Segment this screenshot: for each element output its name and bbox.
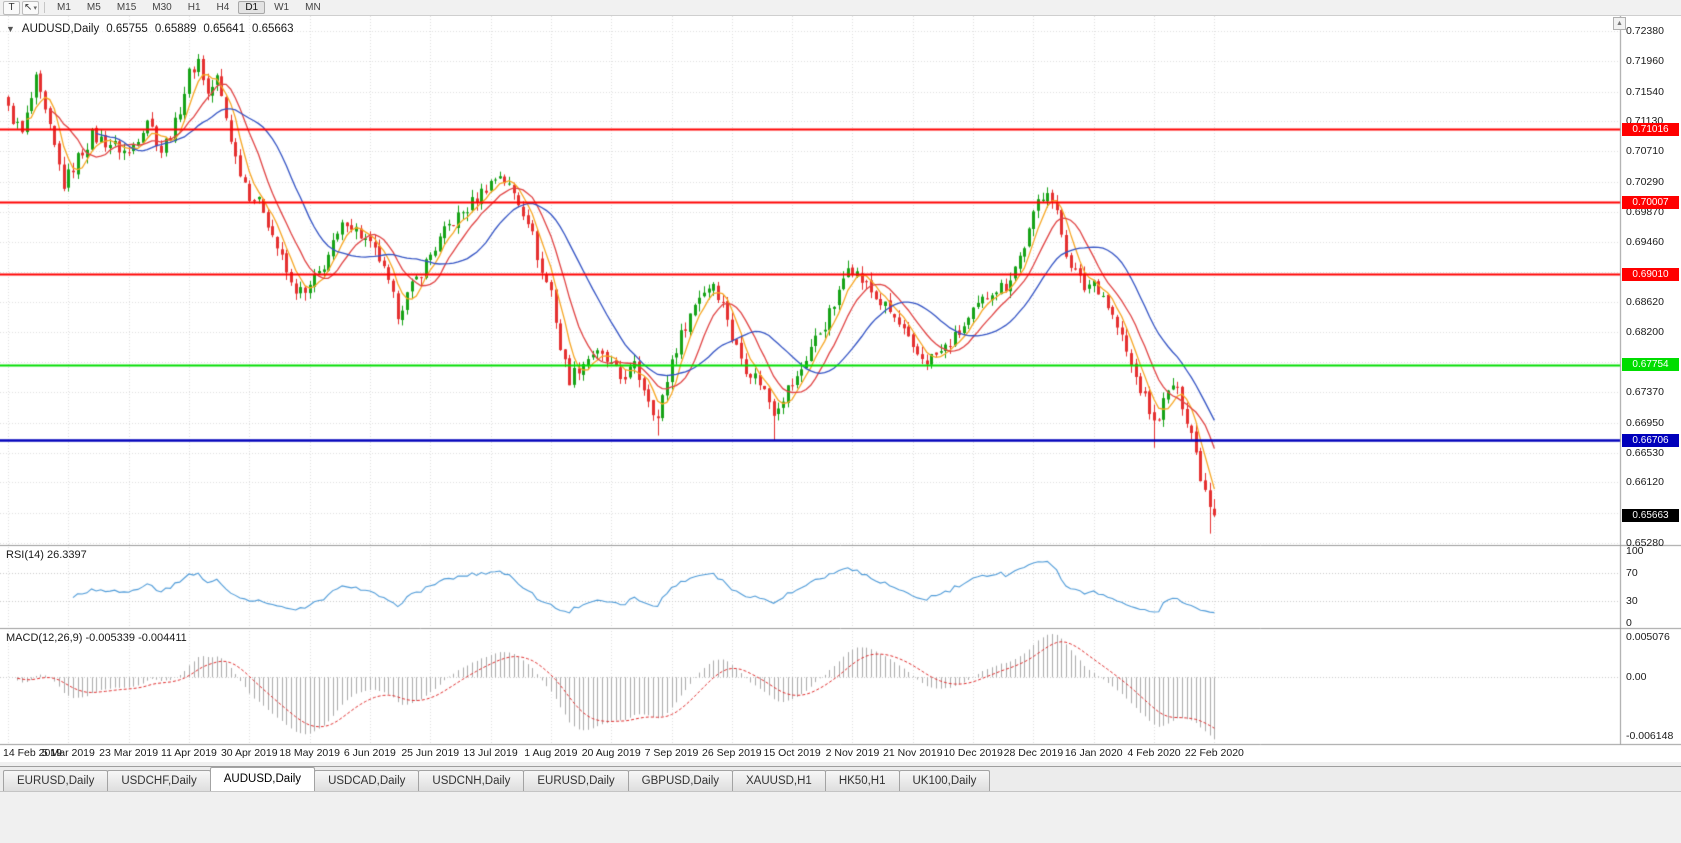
hline-price-badge: 0.70007 — [1622, 196, 1679, 209]
price-axis-label: 0.68200 — [1626, 326, 1664, 339]
rsi-indicator-label: RSI(14) 26.3397 — [6, 549, 87, 561]
timeframe-button-d1[interactable]: D1 — [238, 1, 266, 14]
date-axis-label: 15 Oct 2019 — [763, 747, 821, 759]
scroll-up-button[interactable]: ▲ — [1613, 17, 1626, 30]
date-axis-label: 18 May 2019 — [279, 747, 340, 759]
hline-price-badge: 0.71016 — [1622, 123, 1679, 136]
price-axis-label: 0.70710 — [1626, 145, 1664, 158]
toolbar-separator — [44, 2, 45, 13]
price-axis-label: 0.71540 — [1626, 85, 1664, 98]
price-axis-label: 0.72380 — [1626, 25, 1664, 37]
cursor-tool-button[interactable]: ↖ ▾ — [22, 0, 39, 15]
date-axis-label: 5 Mar 2019 — [41, 747, 95, 759]
cursor-icon: ↖ — [24, 2, 33, 13]
timeframe-button-mn[interactable]: MN — [305, 2, 321, 13]
chart-tab-bar: EURUSD,Daily USDCHF,Daily AUDUSD,Daily USDC… — [0, 766, 1681, 792]
current-price-badge: 0.65663 — [1622, 509, 1679, 522]
timeframe-button-m1[interactable]: M1 — [57, 2, 71, 13]
timeframe-button-m30[interactable]: M30 — [152, 2, 172, 13]
price-axis-label: 0.66950 — [1626, 416, 1664, 429]
chart-tab-uk100-daily[interactable]: UK100,Daily — [898, 770, 991, 791]
hline-price-badge: 0.66706 — [1622, 434, 1679, 447]
timeframe-button-w1[interactable]: W1 — [274, 2, 290, 13]
chart-tab-eurusd-daily[interactable]: EURUSD,Daily — [3, 770, 109, 791]
date-axis-label: 28 Dec 2019 — [1003, 747, 1064, 759]
hline-price-badge: 0.69010 — [1622, 268, 1679, 281]
ohlc-high-value: 0.65889 — [154, 23, 197, 35]
chart-tab-eurusd-daily[interactable]: EURUSD,Daily — [523, 770, 629, 791]
price-chart-canvas[interactable] — [0, 16, 1681, 762]
rsi-axis-label: 30 — [1626, 595, 1638, 608]
macd-axis-label: -0.006148 — [1626, 730, 1674, 742]
dropdown-arrow-icon: ▾ — [33, 4, 37, 12]
chart-tab-usdcad-daily[interactable]: USDCAD,Daily — [314, 770, 420, 791]
ohlc-low-value: 0.65641 — [203, 23, 245, 35]
date-axis-label: 26 Sep 2019 — [702, 747, 762, 759]
hline-price-badge: 0.67754 — [1622, 358, 1679, 371]
timeframe-button-h4[interactable]: H4 — [216, 2, 230, 13]
date-axis-label: 22 Feb 2020 — [1184, 747, 1244, 759]
timeframe-button-m5[interactable]: M5 — [86, 2, 101, 13]
rsi-axis-label: 70 — [1626, 566, 1638, 579]
date-axis-label: 14 Feb 2019 — [3, 747, 62, 759]
ohlc-open-value: 0.65755 — [106, 23, 148, 35]
date-axis-label: 30 Apr 2019 — [220, 747, 278, 759]
macd-axis-label: 0.005076 — [1626, 631, 1670, 643]
rsi-axis-label: 0 — [1626, 617, 1632, 629]
price-axis-label: 0.71960 — [1626, 55, 1664, 68]
chart-title: ▼ AUDUSD,Daily 0.65755 0.65889 0.65641 0… — [6, 23, 294, 35]
price-axis-label: 0.69870 — [1626, 206, 1664, 218]
price-axis-label: 0.67370 — [1626, 386, 1664, 399]
macd-indicator-label: MACD(12,26,9) -0.005339 -0.004411 — [6, 632, 187, 644]
timeframe-button-m15[interactable]: M15 — [116, 2, 137, 13]
date-axis-label: 16 Jan 2020 — [1064, 747, 1123, 759]
text-tool-button[interactable]: T — [3, 0, 20, 15]
date-axis-label: 7 Sep 2019 — [644, 747, 699, 759]
date-axis-label: 6 Jun 2019 — [343, 747, 396, 759]
chart-tab-gbpusd-daily[interactable]: GBPUSD,Daily — [627, 770, 733, 791]
date-axis-label: 4 Feb 2020 — [1127, 747, 1181, 759]
rsi-axis-label: 100 — [1626, 545, 1644, 557]
date-axis-label: 23 Mar 2019 — [99, 747, 159, 759]
date-axis-label: 2 Nov 2019 — [825, 747, 880, 759]
collapse-chart-icon[interactable]: ▼ — [6, 24, 15, 34]
macd-axis-label: 0.00 — [1626, 671, 1647, 684]
date-axis-label: 13 Jul 2019 — [463, 747, 518, 759]
date-axis-label: 11 Apr 2019 — [161, 747, 217, 759]
date-axis-label: 25 Jun 2019 — [401, 747, 460, 759]
price-axis-label: 0.70290 — [1626, 175, 1664, 188]
price-axis-label: 0.69460 — [1626, 235, 1664, 248]
price-axis-label: 0.68620 — [1626, 296, 1664, 309]
timeframe-button-h1[interactable]: H1 — [187, 2, 201, 13]
date-axis-label: 10 Dec 2019 — [943, 747, 1003, 759]
price-axis-label: 0.65280 — [1626, 537, 1664, 549]
timeframe-group: M1 M5 M15 M30 H1 H4 D1 W1 MN — [49, 1, 329, 14]
chart-tab-usdcnh-daily[interactable]: USDCNH,Daily — [418, 770, 525, 791]
chart-tab-audusd-daily[interactable]: AUDUSD,Daily — [209, 767, 316, 791]
chart-tab-usdchf-daily[interactable]: USDCHF,Daily — [107, 770, 211, 791]
price-axis-label: 0.66530 — [1626, 446, 1664, 459]
chart-tab-xauusd-h1[interactable]: XAUUSD,H1 — [732, 770, 826, 791]
chart-symbol-label: AUDUSD,Daily — [21, 23, 100, 35]
chart-tab-hk50-h1[interactable]: HK50,H1 — [824, 770, 900, 791]
price-axis-label: 0.66120 — [1626, 476, 1664, 489]
date-axis-label: 21 Nov 2019 — [883, 747, 943, 759]
date-axis-label: 1 Aug 2019 — [524, 747, 578, 759]
date-axis-label: 20 Aug 2019 — [581, 747, 641, 759]
ohlc-close-value: 0.65663 — [251, 23, 294, 35]
top-toolbar: T ↖ ▾ M1 M5 M15 M30 H1 H4 D1 W1 MN — [0, 0, 1681, 16]
